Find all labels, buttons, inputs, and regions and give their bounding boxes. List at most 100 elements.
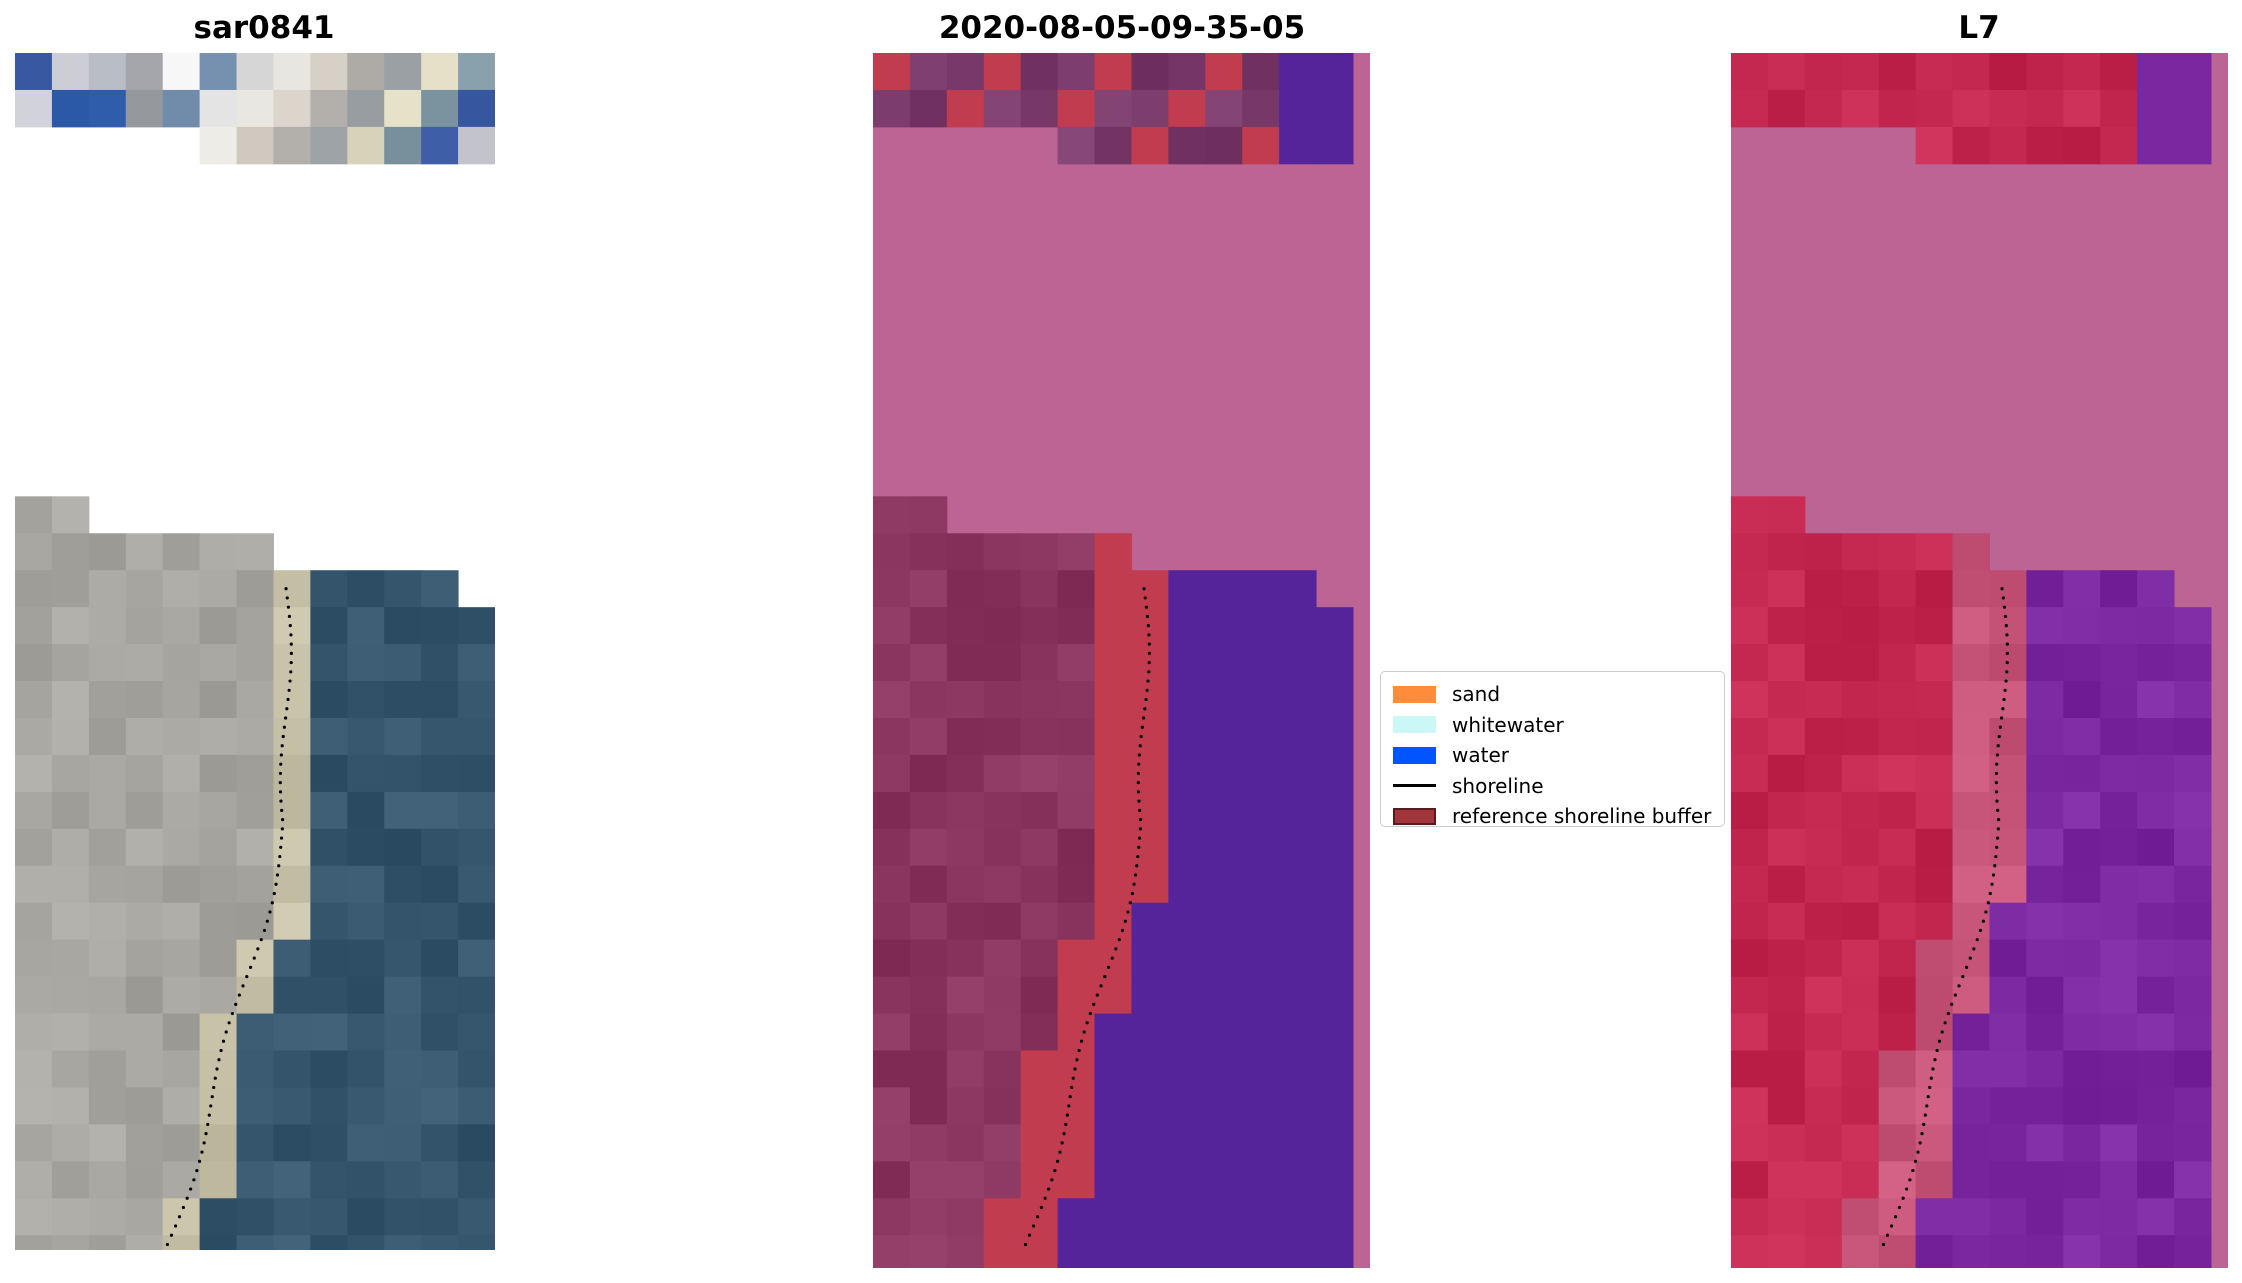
rgb-pixel: [310, 53, 348, 91]
rgb-pixel: [273, 791, 311, 830]
rgb-pixel: [199, 89, 238, 128]
rgb-pixel: [236, 1087, 274, 1125]
shoreline-dot-icon: [1047, 1187, 1051, 1191]
sand-swatch-icon: [1393, 685, 1436, 703]
class-pixel: [1952, 89, 1990, 128]
class-pixel: [2100, 1087, 2138, 1125]
shoreline-dot-icon: [1120, 928, 1125, 933]
shoreline-dot-icon: [1922, 1122, 1926, 1126]
rgb-pixel: [162, 718, 201, 756]
shoreline-dot-icon: [287, 614, 292, 619]
rgb-pixel: [88, 865, 127, 904]
rgb-pixel: [125, 607, 164, 645]
class-pixel: [1804, 681, 1843, 719]
shoreline-dot-icon: [1106, 965, 1111, 969]
class-pixel: [1168, 89, 1206, 128]
class-pixel: [1804, 939, 1843, 978]
class-pixel: [1279, 1198, 1317, 1236]
rgb-pixel: [236, 126, 274, 165]
class-pixel: [1804, 865, 1843, 904]
class-pixel: [2063, 1050, 2101, 1088]
shoreline-dot-icon: [217, 1058, 221, 1062]
class-pixel: [2137, 89, 2175, 128]
shoreline-dot-icon: [289, 670, 293, 674]
class-pixel: [1242, 1161, 1280, 1199]
rgb-pixel: [347, 53, 385, 91]
rgb-pixel: [310, 89, 348, 128]
rgb-pixel: [51, 791, 90, 830]
class-pixel: [1279, 126, 1317, 165]
rgb-pixel: [310, 570, 348, 608]
class-pixel: [1767, 570, 1806, 608]
rgb-pixel: [199, 939, 238, 978]
class-pixel: [1279, 681, 1317, 719]
rgb-pixel: [199, 754, 238, 793]
rgb-pixel: [88, 681, 127, 719]
legend-item-whitewater: whitewater: [1387, 710, 1718, 741]
class-pixel: [1168, 607, 1206, 645]
class-pixel: [1057, 1161, 1096, 1199]
class-pixel: [1731, 1013, 1769, 1051]
class-pixel: [2137, 607, 2175, 645]
shoreline-dot-icon: [1137, 836, 1142, 840]
class-pixel: [1242, 126, 1280, 165]
class-pixel: [983, 53, 1022, 91]
shoreline-dot-icon: [1143, 707, 1147, 711]
class-pixel: [2137, 1198, 2175, 1236]
class-pixel: [1952, 126, 1990, 165]
rgb-pixel: [384, 1161, 422, 1199]
shoreline-dot-icon: [1145, 688, 1149, 692]
class-pixel: [2137, 976, 2175, 1015]
class-pixel: [873, 791, 911, 830]
class-pixel: [1952, 644, 1990, 682]
rgb-pixel: [51, 1013, 90, 1051]
class-pixel: [1279, 865, 1317, 904]
class-pixel: [1767, 1087, 1806, 1125]
class-pixel: [1878, 791, 1917, 830]
class-pixel: [1731, 496, 1769, 534]
rgb-pixel: [199, 1087, 238, 1125]
class-pixel: [983, 1235, 1022, 1268]
rgb-pixel: [273, 902, 311, 941]
rgb-pixel: [458, 1124, 495, 1162]
class-pixel: [946, 533, 985, 571]
class-pixel: [2026, 791, 2064, 830]
class-pixel: [873, 828, 911, 867]
rgb-pixel: [421, 1050, 459, 1088]
class-pixel: [1242, 1013, 1280, 1051]
class-pixel: [1952, 533, 1990, 571]
class-pixel: [1767, 791, 1806, 830]
class-pixel: [2137, 1013, 2175, 1051]
class-pixel: [1989, 53, 2027, 91]
shoreline-dot-icon: [1995, 799, 1999, 803]
rgb-pixel: [125, 1124, 164, 1162]
class-pixel: [1989, 828, 2027, 867]
shoreline-dot-icon: [280, 827, 284, 831]
index-panel: [1731, 53, 2228, 1268]
shoreline-dot-icon: [1082, 1030, 1086, 1034]
rgb-pixel: [125, 1161, 164, 1199]
shoreline-dot-icon: [224, 1030, 228, 1034]
class-pixel: [1878, 644, 1917, 682]
class-pixel: [2063, 570, 2101, 608]
shoreline-dot-icon: [281, 817, 285, 822]
shoreline-dot-icon: [281, 734, 285, 739]
class-pixel: [1131, 681, 1169, 719]
rgb-pixel: [199, 644, 238, 682]
class-pixel: [1168, 1013, 1206, 1051]
class-pixel: [1094, 1013, 1132, 1051]
shoreline-dot-icon: [285, 707, 289, 711]
class-pixel: [909, 89, 948, 128]
class-pixel: [1841, 644, 1880, 682]
class-pixel: [1915, 1198, 1954, 1236]
rgb-pixel: [273, 828, 311, 867]
class-pixel: [2174, 644, 2212, 682]
shoreline-dot-icon: [1043, 1196, 1047, 1200]
class-pixel: [2100, 570, 2138, 608]
rgb-pixel: [125, 976, 164, 1015]
rgb-pixel: [421, 1161, 459, 1199]
rgb-pixel: [310, 1235, 348, 1250]
rgb-pixel: [384, 1124, 422, 1162]
shoreline-dot-icon: [169, 1233, 174, 1237]
class-pixel: [1316, 1235, 1354, 1268]
